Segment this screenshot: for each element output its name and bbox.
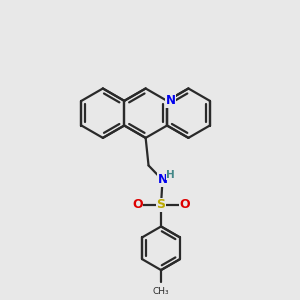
Text: H: H <box>166 170 175 180</box>
Text: S: S <box>157 198 166 211</box>
Text: N: N <box>166 94 176 107</box>
Text: N: N <box>158 173 167 186</box>
Text: O: O <box>180 198 190 211</box>
Text: O: O <box>132 198 142 211</box>
Text: CH₃: CH₃ <box>153 287 169 296</box>
